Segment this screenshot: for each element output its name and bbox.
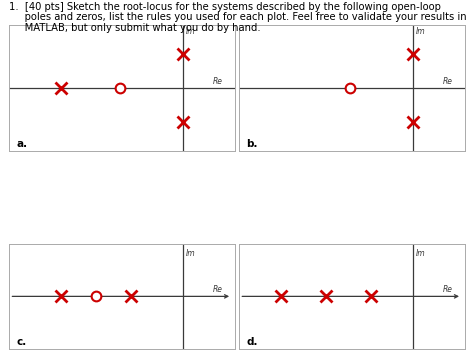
Text: a.: a.: [17, 139, 27, 149]
Text: Re: Re: [212, 286, 222, 294]
Text: b.: b.: [246, 139, 258, 149]
Text: Im: Im: [415, 248, 425, 257]
Text: Re: Re: [212, 77, 222, 86]
Text: Re: Re: [442, 77, 452, 86]
Text: poles and zeros, list the rules you used for each plot. Feel free to validate yo: poles and zeros, list the rules you used…: [9, 12, 467, 22]
Text: Re: Re: [442, 286, 452, 294]
Text: Im: Im: [415, 27, 425, 36]
Text: Im: Im: [185, 27, 195, 36]
Text: MATLAB, but only submit what you do by hand.: MATLAB, but only submit what you do by h…: [9, 23, 261, 33]
Text: c.: c.: [17, 337, 27, 347]
Text: Im: Im: [185, 248, 195, 257]
Text: d.: d.: [246, 337, 258, 347]
Text: 1.  [40 pts] Sketch the root-locus for the systems described by the following op: 1. [40 pts] Sketch the root-locus for th…: [9, 2, 441, 12]
